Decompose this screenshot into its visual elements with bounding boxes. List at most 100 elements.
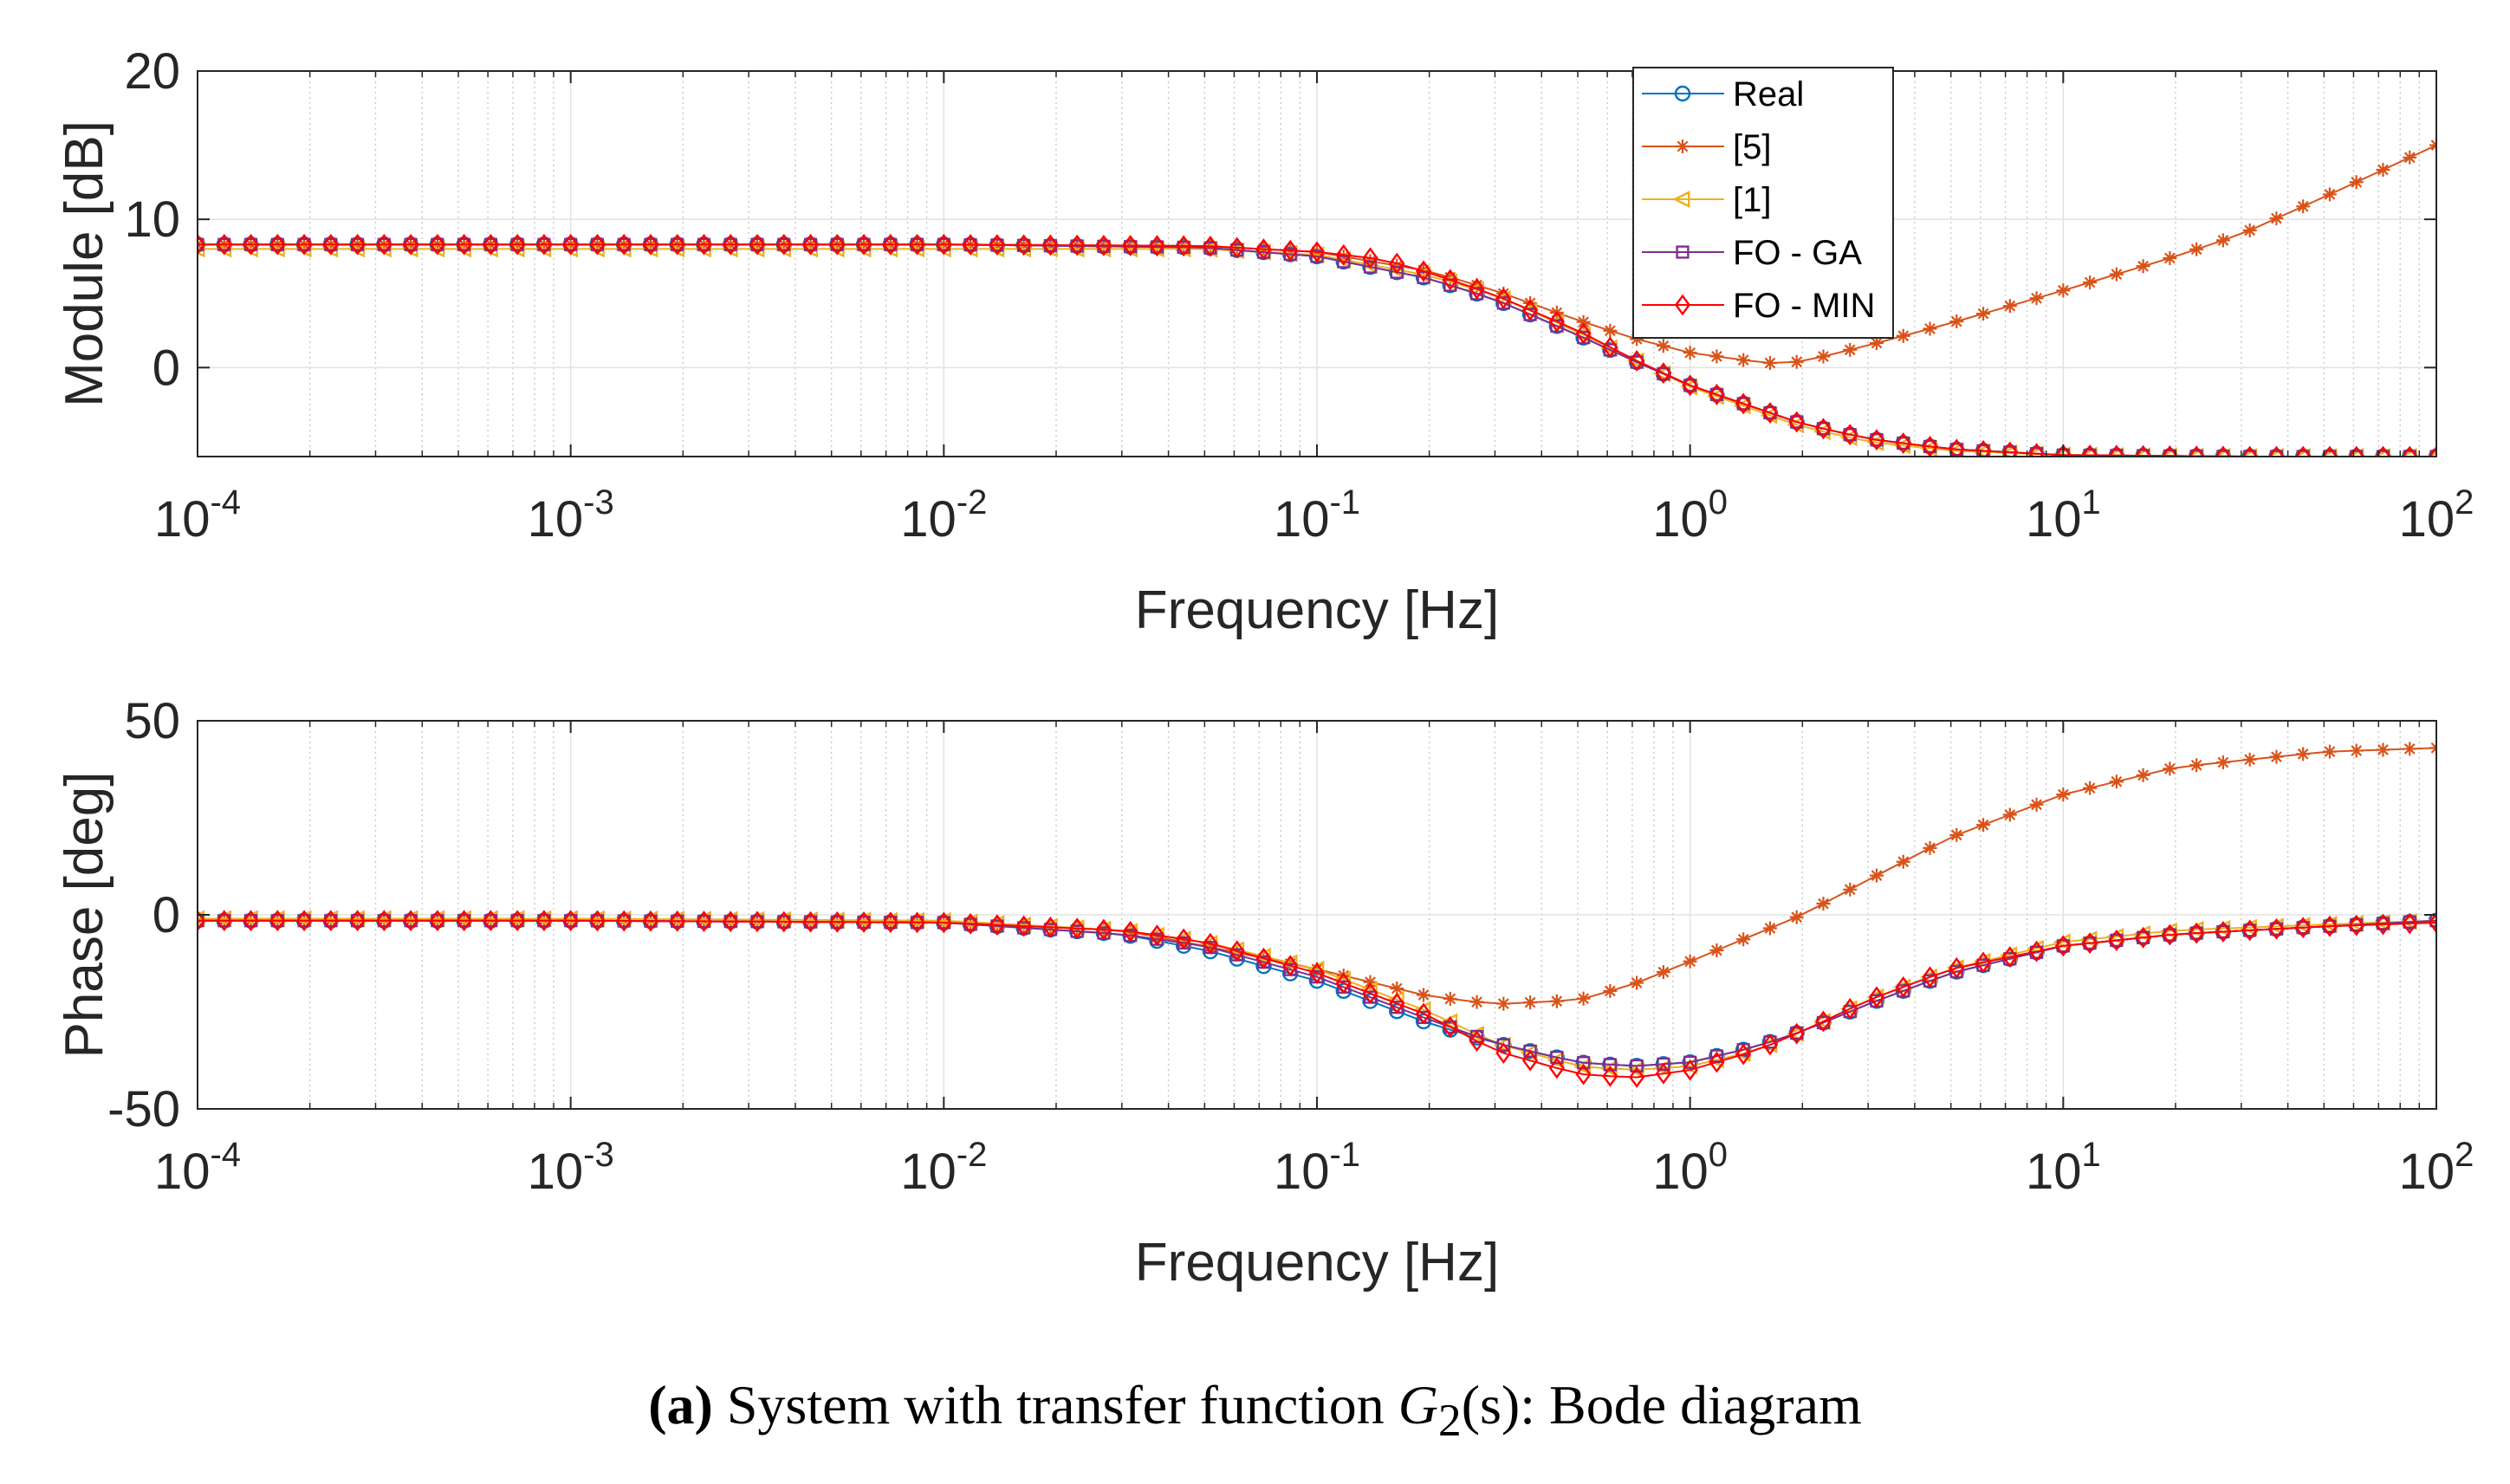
data-point — [1603, 983, 1618, 998]
phase-series-fo-min — [198, 910, 2436, 1088]
module-x-axis-label: Frequency [Hz] — [1135, 580, 1499, 640]
data-point — [1282, 239, 1299, 262]
data-point — [1042, 916, 1059, 938]
data-point — [882, 233, 898, 256]
data-point — [322, 910, 339, 932]
data-point — [2268, 448, 2285, 457]
data-point — [1202, 235, 1219, 257]
data-point — [243, 233, 259, 256]
legend-label: FO - MIN — [1733, 287, 1875, 325]
data-point — [1630, 1059, 1644, 1072]
data-point — [775, 233, 792, 256]
data-point — [1922, 435, 1938, 457]
data-point — [855, 911, 872, 933]
data-point — [2001, 946, 2018, 969]
data-point — [2269, 211, 2284, 226]
data-point — [775, 910, 792, 933]
data-point — [1362, 247, 1378, 269]
data-point — [2348, 445, 2364, 457]
data-point — [1735, 392, 1752, 415]
data-point — [2162, 444, 2178, 457]
data-point — [1922, 966, 1938, 988]
data-point — [2029, 797, 2044, 812]
data-point — [2189, 758, 2204, 773]
data-point — [1629, 350, 1645, 372]
data-point — [1575, 322, 1592, 345]
data-point — [2428, 445, 2436, 457]
data-point — [1602, 336, 1618, 359]
data-point — [1362, 982, 1378, 1005]
phase-x-axis-label: Frequency [Hz] — [1135, 1233, 1499, 1293]
data-point — [616, 910, 632, 932]
caption-label: (a) — [648, 1374, 713, 1435]
legend: Real [5] [1] FO - GA FO - MIN — [1632, 67, 1894, 339]
data-point — [749, 233, 766, 256]
data-point — [963, 912, 979, 935]
data-point — [2399, 448, 2417, 457]
data-point — [1762, 355, 1777, 370]
x-tick-label: 10-2 — [900, 1136, 987, 1200]
data-point — [1842, 424, 1858, 446]
phase-y-axis-label: Phase [deg] — [55, 772, 114, 1059]
x-tick-label: 10-1 — [1274, 483, 1360, 548]
data-point — [2295, 917, 2312, 939]
data-point — [749, 910, 766, 933]
data-point — [1709, 1051, 1725, 1073]
data-point — [1870, 335, 1884, 350]
data-point — [1843, 342, 1858, 357]
data-point — [1389, 252, 1405, 275]
data-point — [1389, 992, 1405, 1014]
data-point — [1815, 1010, 1832, 1033]
x-tick-exponent: -2 — [957, 483, 988, 522]
data-point — [1683, 954, 1697, 969]
data-point — [1495, 288, 1512, 310]
data-point — [535, 910, 552, 932]
data-point — [1843, 882, 1858, 897]
data-point — [2135, 926, 2151, 949]
data-point — [1736, 353, 1751, 367]
legend-entry: Real — [1642, 75, 1804, 113]
data-point — [1816, 349, 1831, 364]
data-point — [1630, 332, 1644, 347]
data-point — [2028, 940, 2045, 962]
x-tick-exponent: -2 — [957, 1136, 988, 1174]
data-point — [509, 910, 526, 932]
x-tick-label: 100 — [1652, 483, 1728, 548]
data-point — [2376, 163, 2390, 178]
data-point — [2136, 259, 2150, 274]
data-point — [1363, 260, 1378, 274]
data-point — [2029, 291, 2044, 306]
legend-entry: FO - GA — [1642, 234, 1862, 272]
data-point — [963, 233, 979, 256]
data-point — [936, 233, 952, 256]
x-tick-exponent: 2 — [2455, 483, 2474, 522]
data-point — [1709, 349, 1724, 364]
module-y-axis-label: Module [dB] — [55, 120, 114, 407]
x-tick-exponent: 0 — [1709, 483, 1728, 522]
data-point — [243, 910, 259, 932]
y-tick-label: -50 — [107, 1081, 180, 1137]
x-tick-exponent: -4 — [210, 1136, 241, 1174]
data-point — [2056, 787, 2071, 802]
data-point — [1150, 930, 1164, 944]
x-tick-base: 10 — [154, 491, 211, 548]
data-point — [1095, 234, 1112, 256]
legend-label: [5] — [1733, 128, 1771, 166]
data-point — [1015, 234, 1032, 256]
x-tick-exponent: -3 — [583, 1136, 614, 1174]
data-point — [2269, 749, 2284, 764]
data-point — [322, 233, 339, 256]
data-point — [483, 233, 499, 256]
data-point — [2403, 150, 2417, 165]
data-point — [2241, 448, 2258, 457]
phase-series-group — [198, 741, 2436, 1088]
data-point — [1548, 1057, 1565, 1079]
data-point — [2163, 761, 2177, 776]
data-point — [1149, 924, 1165, 947]
y-tick-label: 0 — [152, 887, 180, 943]
module-series-fo-min — [198, 233, 2436, 457]
data-point — [909, 233, 925, 256]
legend-marker — [1672, 191, 1690, 208]
data-point — [1975, 439, 1992, 457]
data-point — [1122, 235, 1138, 256]
